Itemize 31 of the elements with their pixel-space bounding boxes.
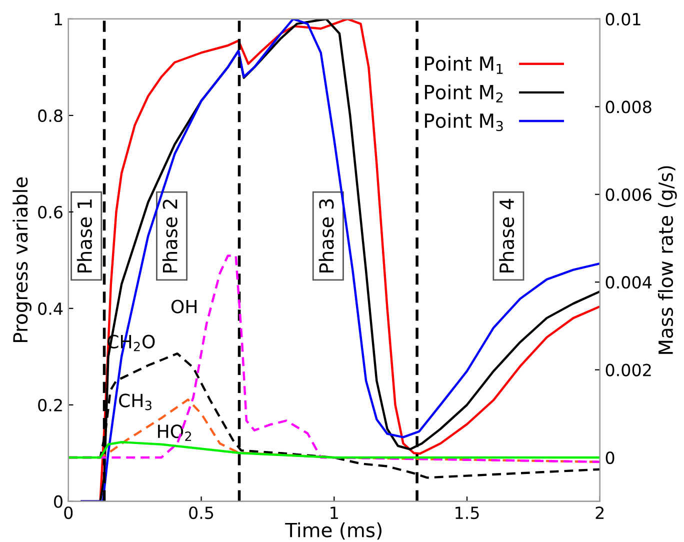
legend-label: Point M$_{2}$	[425, 84, 503, 102]
annotation: Phase 1	[76, 200, 92, 272]
x-tick-label: 2	[596, 506, 604, 519]
annotation: Phase 2	[162, 200, 178, 272]
y-tick-label: 1	[54, 13, 62, 26]
y-tick-label: 0.6	[38, 206, 62, 218]
x-axis-title: Time (ms)	[285, 522, 382, 540]
y2-tick-label: 0.01	[606, 12, 640, 26]
y2-tick-label: 0.008	[606, 100, 652, 114]
y-tick-label: 0.4	[38, 302, 63, 315]
y2-tick-label: 0.006	[606, 188, 652, 201]
y-tick-label: 0.2	[38, 398, 62, 412]
y2-axis-title: Mass flow rate (g/s)	[658, 166, 677, 354]
x-tick-label: 1.5	[456, 506, 479, 520]
annotation: Phase 3	[318, 199, 334, 272]
annotation: HO$_{2}$	[158, 424, 192, 441]
x-tick-label: 1	[330, 506, 338, 519]
y2-tick-label: 0.004	[606, 276, 652, 289]
y-axis-title: Progress variable	[12, 177, 32, 342]
y2-tick-label: 0.002	[606, 364, 651, 376]
y-tick-label: 0	[54, 495, 62, 508]
legend-label: Point M$_{3}$	[425, 112, 503, 132]
annotation: CH$_{3}$	[119, 394, 152, 410]
x-tick-label: 0	[64, 506, 73, 520]
annotation: Phase 4	[499, 198, 514, 272]
legend-label: Point M$_{1}$	[425, 56, 503, 74]
y-tick-label: 0.8	[38, 109, 62, 122]
line-series	[68, 441, 600, 459]
y2-tick-label: 0	[606, 451, 614, 464]
x-tick-label: 0.5	[189, 506, 214, 520]
annotation: OH	[171, 300, 196, 314]
